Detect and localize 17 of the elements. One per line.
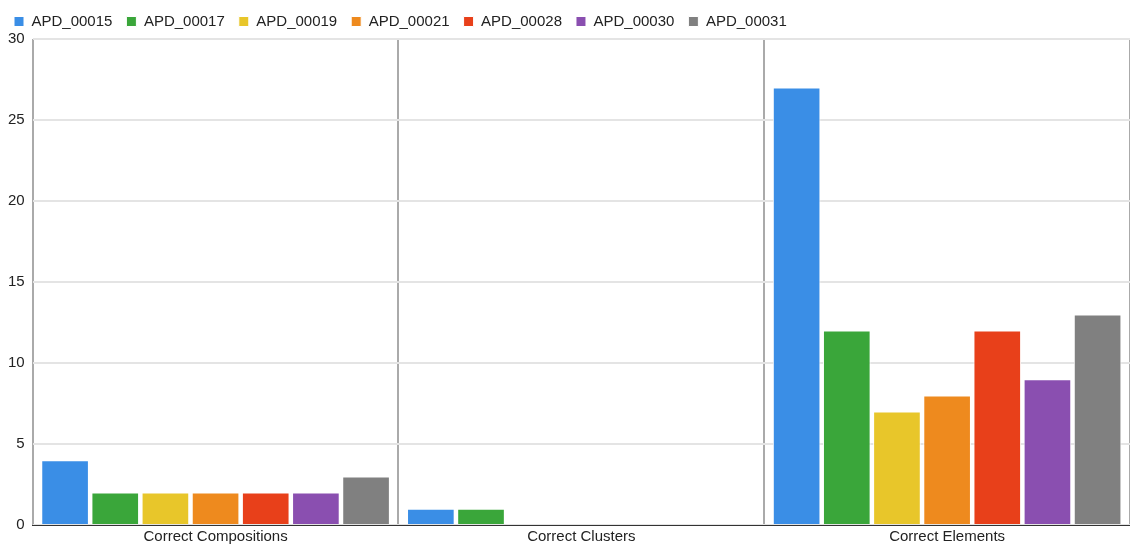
y-tick-label: 5 xyxy=(16,434,25,452)
y-tick-label: 15 xyxy=(8,272,25,290)
legend-label: APD_00031 xyxy=(705,11,787,29)
legend-label: APD_00019 xyxy=(256,11,338,29)
legend-label: APD_00028 xyxy=(481,11,562,29)
y-tick-label: 10 xyxy=(8,353,25,371)
legend-label: APD_00015 xyxy=(31,11,113,29)
legend-label: APD_00021 xyxy=(368,11,450,29)
y-tick-label: 20 xyxy=(8,191,25,209)
x-tick-label: Correct Compositions xyxy=(143,527,288,545)
x-tick-label: Correct Elements xyxy=(889,527,1006,545)
y-tick-label: 30 xyxy=(8,29,25,47)
x-tick-label: Correct Clusters xyxy=(527,527,636,545)
legend-label: APD_00017 xyxy=(143,11,225,29)
y-tick-label: 0 xyxy=(16,515,25,533)
y-tick-label: 25 xyxy=(8,110,25,128)
legend-label: APD_00030 xyxy=(593,11,675,29)
